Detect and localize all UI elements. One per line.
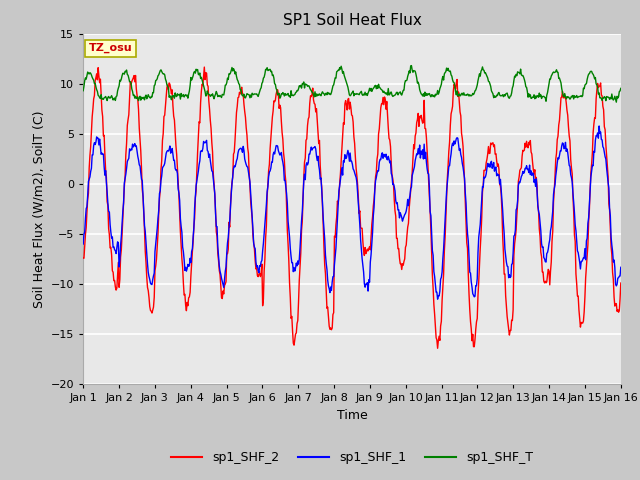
X-axis label: Time: Time bbox=[337, 408, 367, 421]
sp1_SHF_1 bbox=[417, 148, 425, 154]
sp1_SHF_2 bbox=[418, 117, 426, 123]
Y-axis label: Soil Heat Flux (W/m2), SoilT (C): Soil Heat Flux (W/m2), SoilT (C) bbox=[32, 110, 45, 308]
sp1_SHF_1 bbox=[434, 296, 442, 302]
Line: sp1_SHF_2: sp1_SHF_2 bbox=[83, 67, 621, 348]
sp1_SHF_2 bbox=[145, 288, 152, 293]
sp1_SHF_1 bbox=[227, 191, 235, 197]
Title: SP1 Soil Heat Flux: SP1 Soil Heat Flux bbox=[283, 13, 421, 28]
sp1_SHF_T bbox=[227, 68, 235, 73]
sp1_SHF_2 bbox=[435, 337, 442, 343]
sp1_SHF_2 bbox=[199, 83, 207, 88]
sp1_SHF_2 bbox=[228, 180, 236, 185]
sp1_SHF_2 bbox=[617, 280, 625, 286]
sp1_SHF_T bbox=[199, 80, 207, 86]
sp1_SHF_T bbox=[79, 88, 87, 94]
sp1_SHF_2 bbox=[434, 346, 442, 351]
sp1_SHF_1 bbox=[145, 270, 152, 276]
sp1_SHF_2 bbox=[89, 106, 97, 112]
Line: sp1_SHF_T: sp1_SHF_T bbox=[83, 66, 621, 102]
sp1_SHF_2 bbox=[200, 64, 208, 70]
sp1_SHF_T bbox=[418, 92, 426, 97]
sp1_SHF_T bbox=[145, 92, 152, 97]
sp1_SHF_1 bbox=[199, 145, 207, 151]
sp1_SHF_T bbox=[89, 76, 97, 82]
sp1_SHF_1 bbox=[595, 123, 603, 129]
Legend: sp1_SHF_2, sp1_SHF_1, sp1_SHF_T: sp1_SHF_2, sp1_SHF_1, sp1_SHF_T bbox=[166, 446, 538, 469]
sp1_SHF_1 bbox=[617, 264, 625, 270]
Line: sp1_SHF_1: sp1_SHF_1 bbox=[83, 126, 621, 299]
sp1_SHF_1 bbox=[79, 241, 87, 247]
sp1_SHF_T bbox=[617, 85, 625, 91]
sp1_SHF_T bbox=[612, 99, 620, 105]
sp1_SHF_T bbox=[434, 88, 442, 94]
sp1_SHF_2 bbox=[79, 255, 87, 261]
sp1_SHF_T bbox=[408, 63, 415, 69]
sp1_SHF_1 bbox=[433, 289, 441, 295]
sp1_SHF_1 bbox=[89, 152, 97, 158]
Text: TZ_osu: TZ_osu bbox=[88, 43, 132, 53]
